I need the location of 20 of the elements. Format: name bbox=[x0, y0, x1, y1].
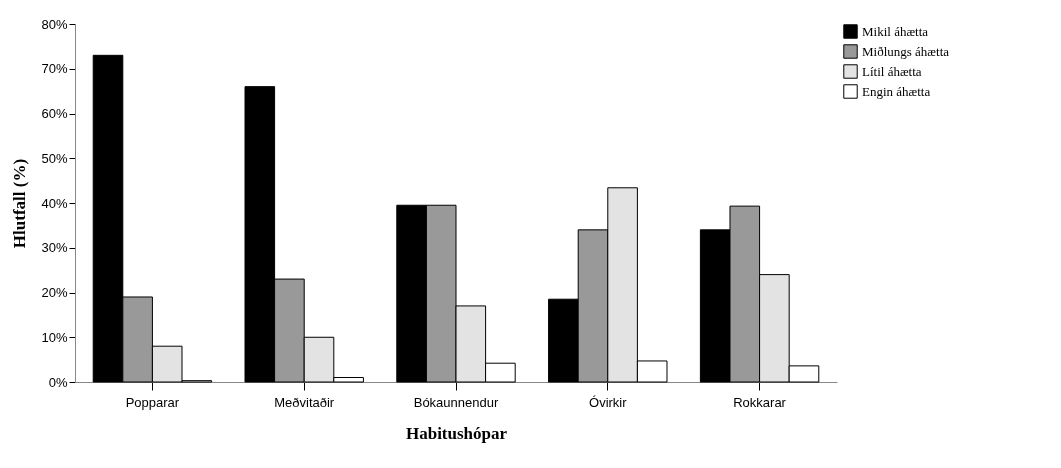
x-tick-label: Rokkarar bbox=[733, 394, 787, 410]
legend-label: Miðlungs áhætta bbox=[862, 43, 950, 59]
x-tick-label: Popparar bbox=[125, 394, 180, 410]
x-tick-label: Bókaunnendur bbox=[413, 394, 499, 410]
x-tick-label: Meðvitaðir bbox=[274, 394, 335, 410]
y-tick-label: 30% bbox=[41, 240, 68, 256]
y-tick-label: 80% bbox=[41, 16, 68, 32]
y-tick-label: 20% bbox=[41, 285, 68, 300]
legend-label: Mikil áhætta bbox=[862, 23, 929, 39]
y-tick-label: 70% bbox=[41, 61, 68, 77]
legend-label: Engin áhætta bbox=[862, 83, 931, 99]
legend-label: Lítil áhætta bbox=[862, 63, 922, 79]
y-tick-label: 60% bbox=[41, 106, 68, 121]
y-tick-label: 50% bbox=[41, 150, 68, 166]
x-axis-title: Habitushópar bbox=[405, 423, 508, 443]
y-tick-label: 0% bbox=[48, 374, 68, 390]
y-tick-label: 10% bbox=[41, 329, 68, 345]
x-tick-label: Óvirkir bbox=[589, 394, 628, 410]
y-axis-title: Hlutfall (%) bbox=[10, 158, 30, 249]
y-tick-label: 40% bbox=[41, 195, 68, 211]
